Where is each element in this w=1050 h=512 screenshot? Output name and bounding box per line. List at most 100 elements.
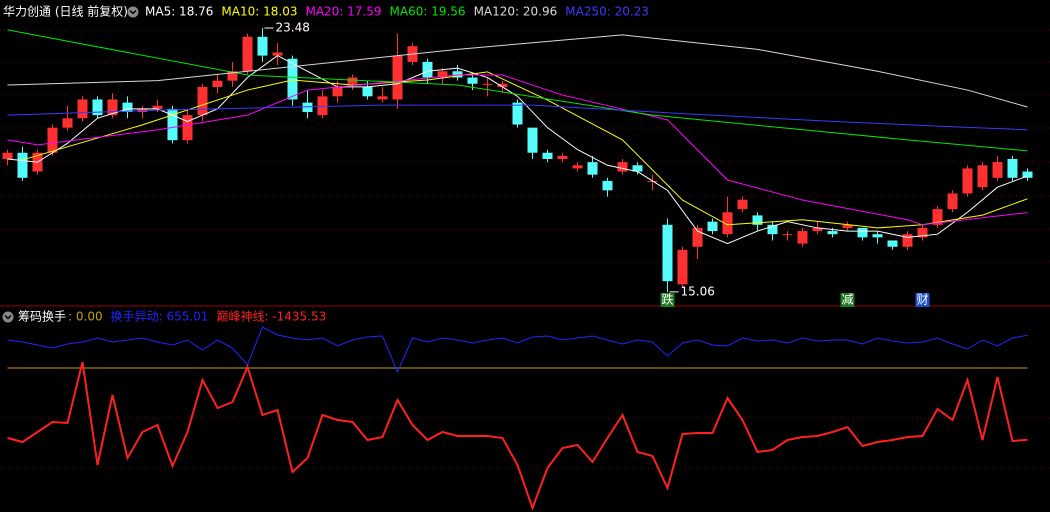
marker-bg <box>660 293 675 307</box>
legend-entry: MA250: 20.23 <box>565 5 649 19</box>
legend-entry: MA10: 18.03 <box>221 5 297 19</box>
candle-body <box>617 162 628 172</box>
marker-bg <box>915 293 930 307</box>
candle-body <box>782 234 793 236</box>
candle-body <box>317 96 328 116</box>
series-line <box>7 326 1028 374</box>
candle-body <box>527 127 538 153</box>
candle-body <box>392 55 403 100</box>
legend-entry: 换手异动: 655.01 <box>111 310 209 324</box>
candle-body <box>557 155 568 159</box>
candle-body <box>872 234 883 238</box>
series-line <box>7 34 1028 108</box>
icon-circle[interactable] <box>2 311 14 323</box>
marker-label: 跌 <box>661 292 673 307</box>
candle-body <box>737 199 748 210</box>
legend-entry: MA60: 19.56 <box>390 5 466 19</box>
candle-body <box>917 227 928 238</box>
indicator-title: 筹码换手 <box>18 310 66 324</box>
candle-body <box>722 212 733 235</box>
legend-entry: MA120: 20.96 <box>474 5 558 19</box>
candle-body <box>347 77 358 84</box>
icon-circle[interactable] <box>127 6 139 18</box>
candle-body <box>707 221 718 232</box>
stock-title: 华力创通 (日线 前复权) <box>3 4 128 19</box>
candle-body <box>947 193 958 210</box>
candle-body <box>482 83 493 85</box>
series-line <box>22 71 1028 229</box>
candle-body <box>587 162 598 175</box>
candle-body <box>272 52 283 56</box>
candle-body <box>497 83 508 87</box>
candle-body <box>962 168 973 194</box>
candle-body <box>467 77 478 84</box>
candle-body <box>152 105 163 109</box>
candle-body <box>992 162 1003 178</box>
candle-body <box>1007 159 1018 178</box>
candle-body <box>452 71 463 78</box>
candle-body <box>362 86 373 97</box>
candle-body <box>92 99 103 116</box>
candle-body <box>692 227 703 247</box>
candle-body <box>2 152 13 159</box>
candle-body <box>812 227 823 232</box>
candle-body <box>767 224 778 235</box>
candle-body <box>1022 171 1033 178</box>
legend-entry: 巅峰神线: -1435.53 <box>216 310 326 324</box>
icon-arrow[interactable] <box>4 314 12 320</box>
menu-icon[interactable] <box>127 6 139 18</box>
candle-body <box>122 102 133 112</box>
series-line <box>7 29 1028 152</box>
series-line <box>7 104 1028 131</box>
candle-body <box>167 108 178 141</box>
candle-body <box>677 249 688 285</box>
candle-body <box>632 165 643 172</box>
candle-body <box>572 165 583 169</box>
annotation-label: 15.06 <box>681 284 715 298</box>
candle-body <box>542 152 553 159</box>
candle-body <box>17 152 28 178</box>
candle-body <box>857 227 868 238</box>
candle-body <box>197 86 208 116</box>
legend-entry: MA20: 17.59 <box>305 5 381 19</box>
candle-body <box>887 240 898 247</box>
candle-body <box>182 115 193 141</box>
candle-body <box>62 118 73 128</box>
candle-body <box>242 36 253 72</box>
menu-icon[interactable] <box>2 311 14 323</box>
candle-body <box>227 71 238 81</box>
candle-body <box>47 127 58 153</box>
candle-body <box>332 86 343 97</box>
marker-label: 财 <box>916 293 928 307</box>
candle-body <box>287 58 298 100</box>
series-line <box>7 74 1028 226</box>
legend-entry: MA5: 18.76 <box>145 5 213 19</box>
marker-bg <box>840 293 855 307</box>
candle-body <box>752 215 763 225</box>
candle-body <box>212 80 223 87</box>
icon-arrow[interactable] <box>129 9 137 15</box>
candle-body <box>77 99 88 119</box>
candle-body <box>257 36 268 56</box>
candle-body <box>662 224 673 282</box>
candle-body <box>842 224 853 228</box>
candle-body <box>797 231 808 244</box>
series-line <box>7 55 1028 245</box>
marker-label: 减 <box>841 293 853 307</box>
candle-body <box>827 231 838 235</box>
series-line <box>7 361 1028 511</box>
candle-body <box>512 102 523 125</box>
annotation-label: 23.48 <box>276 21 310 35</box>
candle-body <box>377 96 388 100</box>
candle-body <box>107 99 118 116</box>
candle-body <box>602 180 613 191</box>
candle-body <box>902 234 913 247</box>
candle-body <box>977 165 988 188</box>
legend-entry: : 0.00 <box>68 310 103 324</box>
candle-body <box>422 61 433 78</box>
candle-body <box>302 102 313 112</box>
candle-body <box>932 209 943 225</box>
